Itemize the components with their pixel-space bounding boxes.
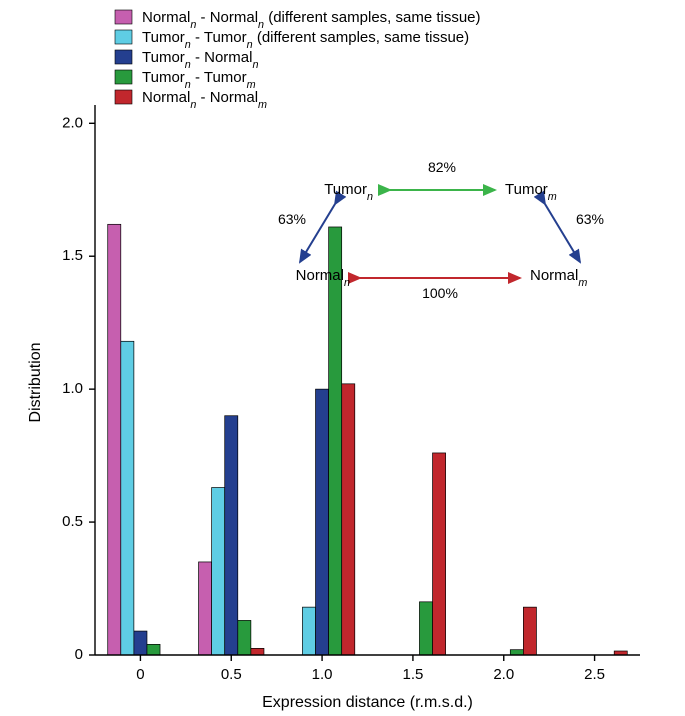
inset-edge-label: 63% [576, 211, 604, 227]
x-tick-label: 1.5 [402, 666, 423, 683]
y-tick-label: 2.0 [62, 114, 83, 131]
bar-tumor_n_tumor_n [302, 607, 315, 655]
x-tick-label: 1.0 [312, 666, 333, 683]
bar-tumor_n_tumor_n [121, 341, 134, 655]
legend-swatch [115, 50, 132, 64]
bar-tumor_n_normal_n [134, 631, 147, 655]
legend-label: Tumorn - Tumorm [142, 69, 256, 91]
bar-tumor_n_tumor_m [510, 650, 523, 655]
bar-tumor_n_tumor_m [419, 602, 432, 655]
y-tick-label: 1.0 [62, 380, 83, 397]
legend-swatch [115, 30, 132, 44]
bar-tumor_n_tumor_m [238, 620, 251, 655]
bar-normal_n_normal_m [342, 384, 355, 655]
bar-normal_n_normal_m [433, 453, 446, 655]
y-axis-label: Distribution [27, 342, 44, 422]
bar-tumor_n_tumor_m [147, 644, 160, 655]
y-tick-label: 0.5 [62, 513, 83, 530]
legend-label: Tumorn - Normaln [142, 49, 258, 71]
inset-edge [545, 204, 580, 262]
y-tick-label: 0 [75, 646, 83, 663]
bar-tumor_n_normal_n [225, 416, 238, 655]
bar-tumor_n_tumor_n [212, 488, 225, 655]
inset-edge-label: 63% [278, 211, 306, 227]
inset-node-label: Normalm [530, 267, 587, 289]
legend-swatch [115, 10, 132, 24]
x-tick-label: 2.0 [493, 666, 514, 683]
bar-normal_n_normal_m [251, 648, 264, 655]
inset-node-label: Tumorn [324, 181, 373, 203]
legend-label: Tumorn - Tumorn (different samples, same… [142, 29, 469, 51]
x-tick-label: 2.5 [584, 666, 605, 683]
legend-label: Normaln - Normaln (different samples, sa… [142, 9, 481, 31]
expression-distance-chart: 0 0.5 1.0 1.5 2.0 0 0.5 1.0 1.5 2.0 2.5 Expression … [0, 0, 685, 716]
bar-tumor_n_tumor_m [329, 227, 342, 655]
inset-edge-label: 82% [428, 159, 456, 175]
inset-node-label: Tumorm [505, 181, 557, 203]
legend-swatch [115, 70, 132, 84]
x-tick-label: 0 [136, 666, 144, 683]
legend-swatch [115, 90, 132, 104]
bar-normal_n_normal_n [108, 224, 121, 655]
inset-edge-label: 100% [422, 285, 458, 301]
x-tick-label: 0.5 [221, 666, 242, 683]
y-tick-label: 1.5 [62, 247, 83, 264]
bar-normal_n_normal_n [199, 562, 212, 655]
bar-tumor_n_normal_n [316, 389, 329, 655]
x-axis-label: Expression distance (r.m.s.d.) [262, 694, 473, 711]
bar-normal_n_normal_m [523, 607, 536, 655]
legend-label: Normaln - Normalm [142, 89, 267, 111]
